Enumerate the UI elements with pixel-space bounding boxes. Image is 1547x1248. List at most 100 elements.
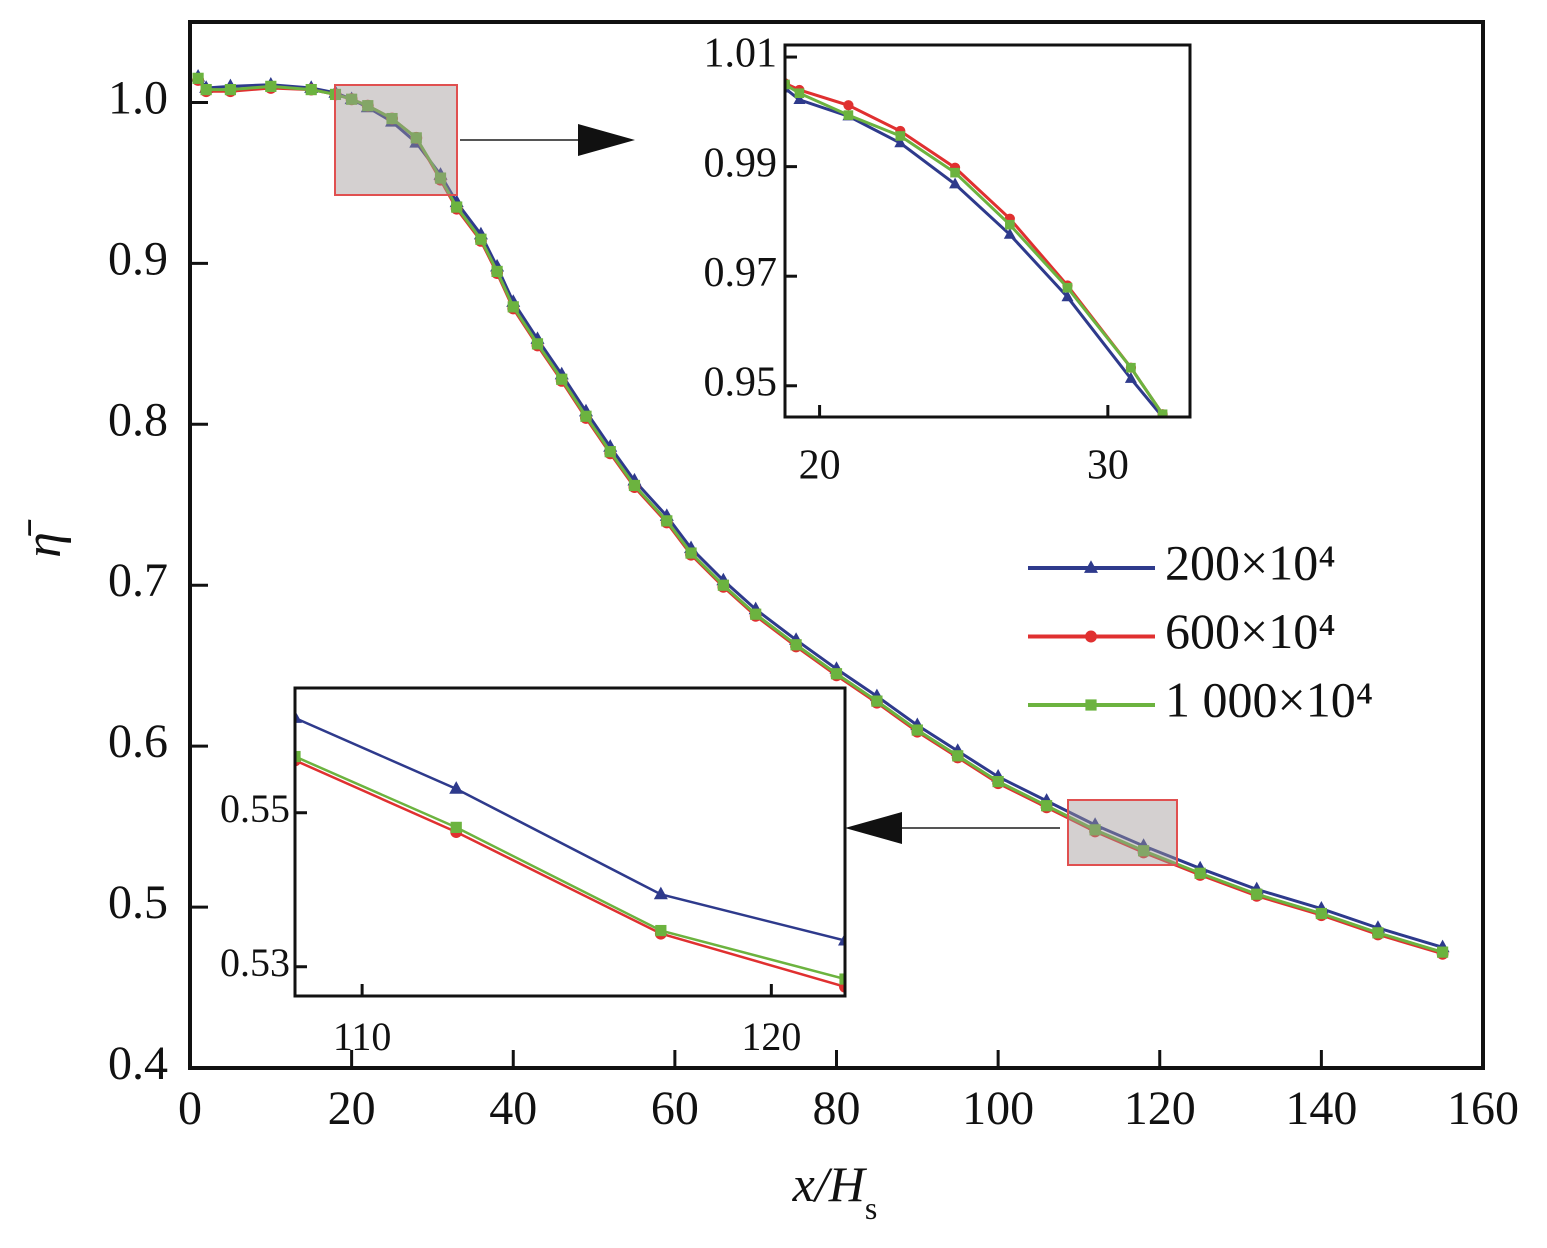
plot-area — [785, 78, 1168, 417]
marker — [1137, 845, 1150, 857]
y-tick-label: 0.6 — [108, 715, 168, 768]
marker — [949, 177, 962, 189]
marker — [1372, 927, 1384, 939]
plot-area — [191, 69, 1450, 960]
marker — [830, 668, 843, 680]
marker — [295, 710, 302, 723]
marker — [410, 132, 422, 144]
legend-label: 1 000×10⁴ — [1165, 671, 1373, 727]
x-tick-label: 120 — [741, 1014, 801, 1059]
marker — [1157, 409, 1168, 417]
y-tick-label: 0.8 — [108, 393, 168, 446]
marker — [685, 547, 697, 559]
marker — [1089, 824, 1101, 836]
marker — [1436, 946, 1449, 958]
marker — [449, 781, 464, 794]
y-tick-label: 0.7 — [108, 554, 168, 607]
y-axis-label: η̄ — [15, 519, 72, 558]
marker — [491, 265, 503, 278]
marker — [450, 821, 462, 833]
plot-frame — [783, 43, 1192, 419]
x-tick-label: 120 — [1124, 1082, 1196, 1135]
series-line — [295, 755, 845, 981]
marker — [556, 373, 568, 385]
marker — [843, 110, 854, 120]
marker — [1124, 372, 1137, 383]
x-tick-label: 60 — [651, 1082, 699, 1135]
marker — [1315, 907, 1327, 920]
marker — [911, 724, 923, 736]
marker — [952, 750, 964, 762]
series-line — [295, 716, 845, 942]
zoom-box — [334, 84, 458, 196]
marker — [475, 233, 487, 245]
marker — [580, 410, 592, 422]
marker — [895, 131, 906, 141]
marker — [950, 167, 960, 178]
marker — [793, 93, 806, 104]
marker — [265, 80, 277, 92]
plot-area — [295, 710, 845, 993]
x-tick-label: 20 — [328, 1082, 376, 1135]
marker — [894, 136, 907, 148]
marker — [661, 515, 673, 527]
x-tick-label: 0 — [178, 1082, 202, 1135]
marker — [224, 83, 237, 96]
y-tick-label: 1.0 — [108, 71, 168, 124]
x-tick-label: 100 — [962, 1082, 1034, 1135]
legend-label: 600×10⁴ — [1165, 603, 1336, 659]
x-axis-label: x/Hs — [792, 1156, 878, 1226]
legend-label: 200×10⁴ — [1165, 534, 1336, 590]
marker — [838, 932, 845, 946]
marker — [1251, 888, 1263, 900]
marker — [750, 608, 762, 620]
plot-frame — [188, 20, 1485, 1070]
marker — [531, 338, 544, 350]
y-tick-label: 0.97 — [704, 250, 778, 296]
legend-marker — [1084, 560, 1098, 573]
marker — [992, 775, 1004, 788]
x-tick-label: 80 — [813, 1082, 861, 1135]
y-tick-label: 0.5 — [108, 876, 168, 929]
marker — [305, 83, 317, 96]
marker — [785, 79, 790, 90]
zoom-box — [1067, 799, 1178, 866]
legend-marker — [1085, 630, 1097, 643]
y-tick-label: 0.53 — [220, 940, 290, 985]
marker — [200, 83, 212, 96]
x-tick-label: 20 — [799, 443, 841, 489]
marker — [628, 479, 641, 492]
marker — [362, 100, 374, 112]
marker — [1041, 800, 1053, 812]
y-tick-label: 1.01 — [704, 31, 778, 77]
marker — [386, 112, 398, 125]
inset-background — [295, 688, 845, 996]
plot-frame — [293, 686, 847, 998]
marker — [604, 446, 616, 458]
x-tick-label: 30 — [1087, 443, 1129, 489]
y-tick-label: 0.95 — [704, 359, 778, 405]
y-tick-label: 0.4 — [108, 1037, 168, 1090]
marker — [1126, 362, 1136, 373]
x-tick-label: 160 — [1447, 1082, 1519, 1135]
marker — [790, 639, 802, 651]
x-tick-label: 110 — [333, 1014, 392, 1059]
marker — [451, 201, 463, 213]
marker — [653, 886, 668, 900]
x-tick-label: 140 — [1285, 1082, 1357, 1135]
legend-marker — [1085, 699, 1097, 711]
marker — [346, 93, 358, 105]
marker — [1194, 867, 1206, 879]
x-tick-label: 40 — [489, 1082, 537, 1135]
marker — [717, 579, 729, 591]
marker — [192, 72, 204, 84]
marker — [507, 301, 519, 313]
marker — [1061, 290, 1074, 302]
arrow-head — [845, 812, 902, 844]
marker — [655, 924, 667, 937]
series-line — [295, 759, 845, 988]
marker — [839, 973, 845, 985]
arrow-head — [578, 124, 635, 156]
y-tick-label: 0.9 — [108, 232, 168, 285]
marker — [794, 88, 805, 99]
